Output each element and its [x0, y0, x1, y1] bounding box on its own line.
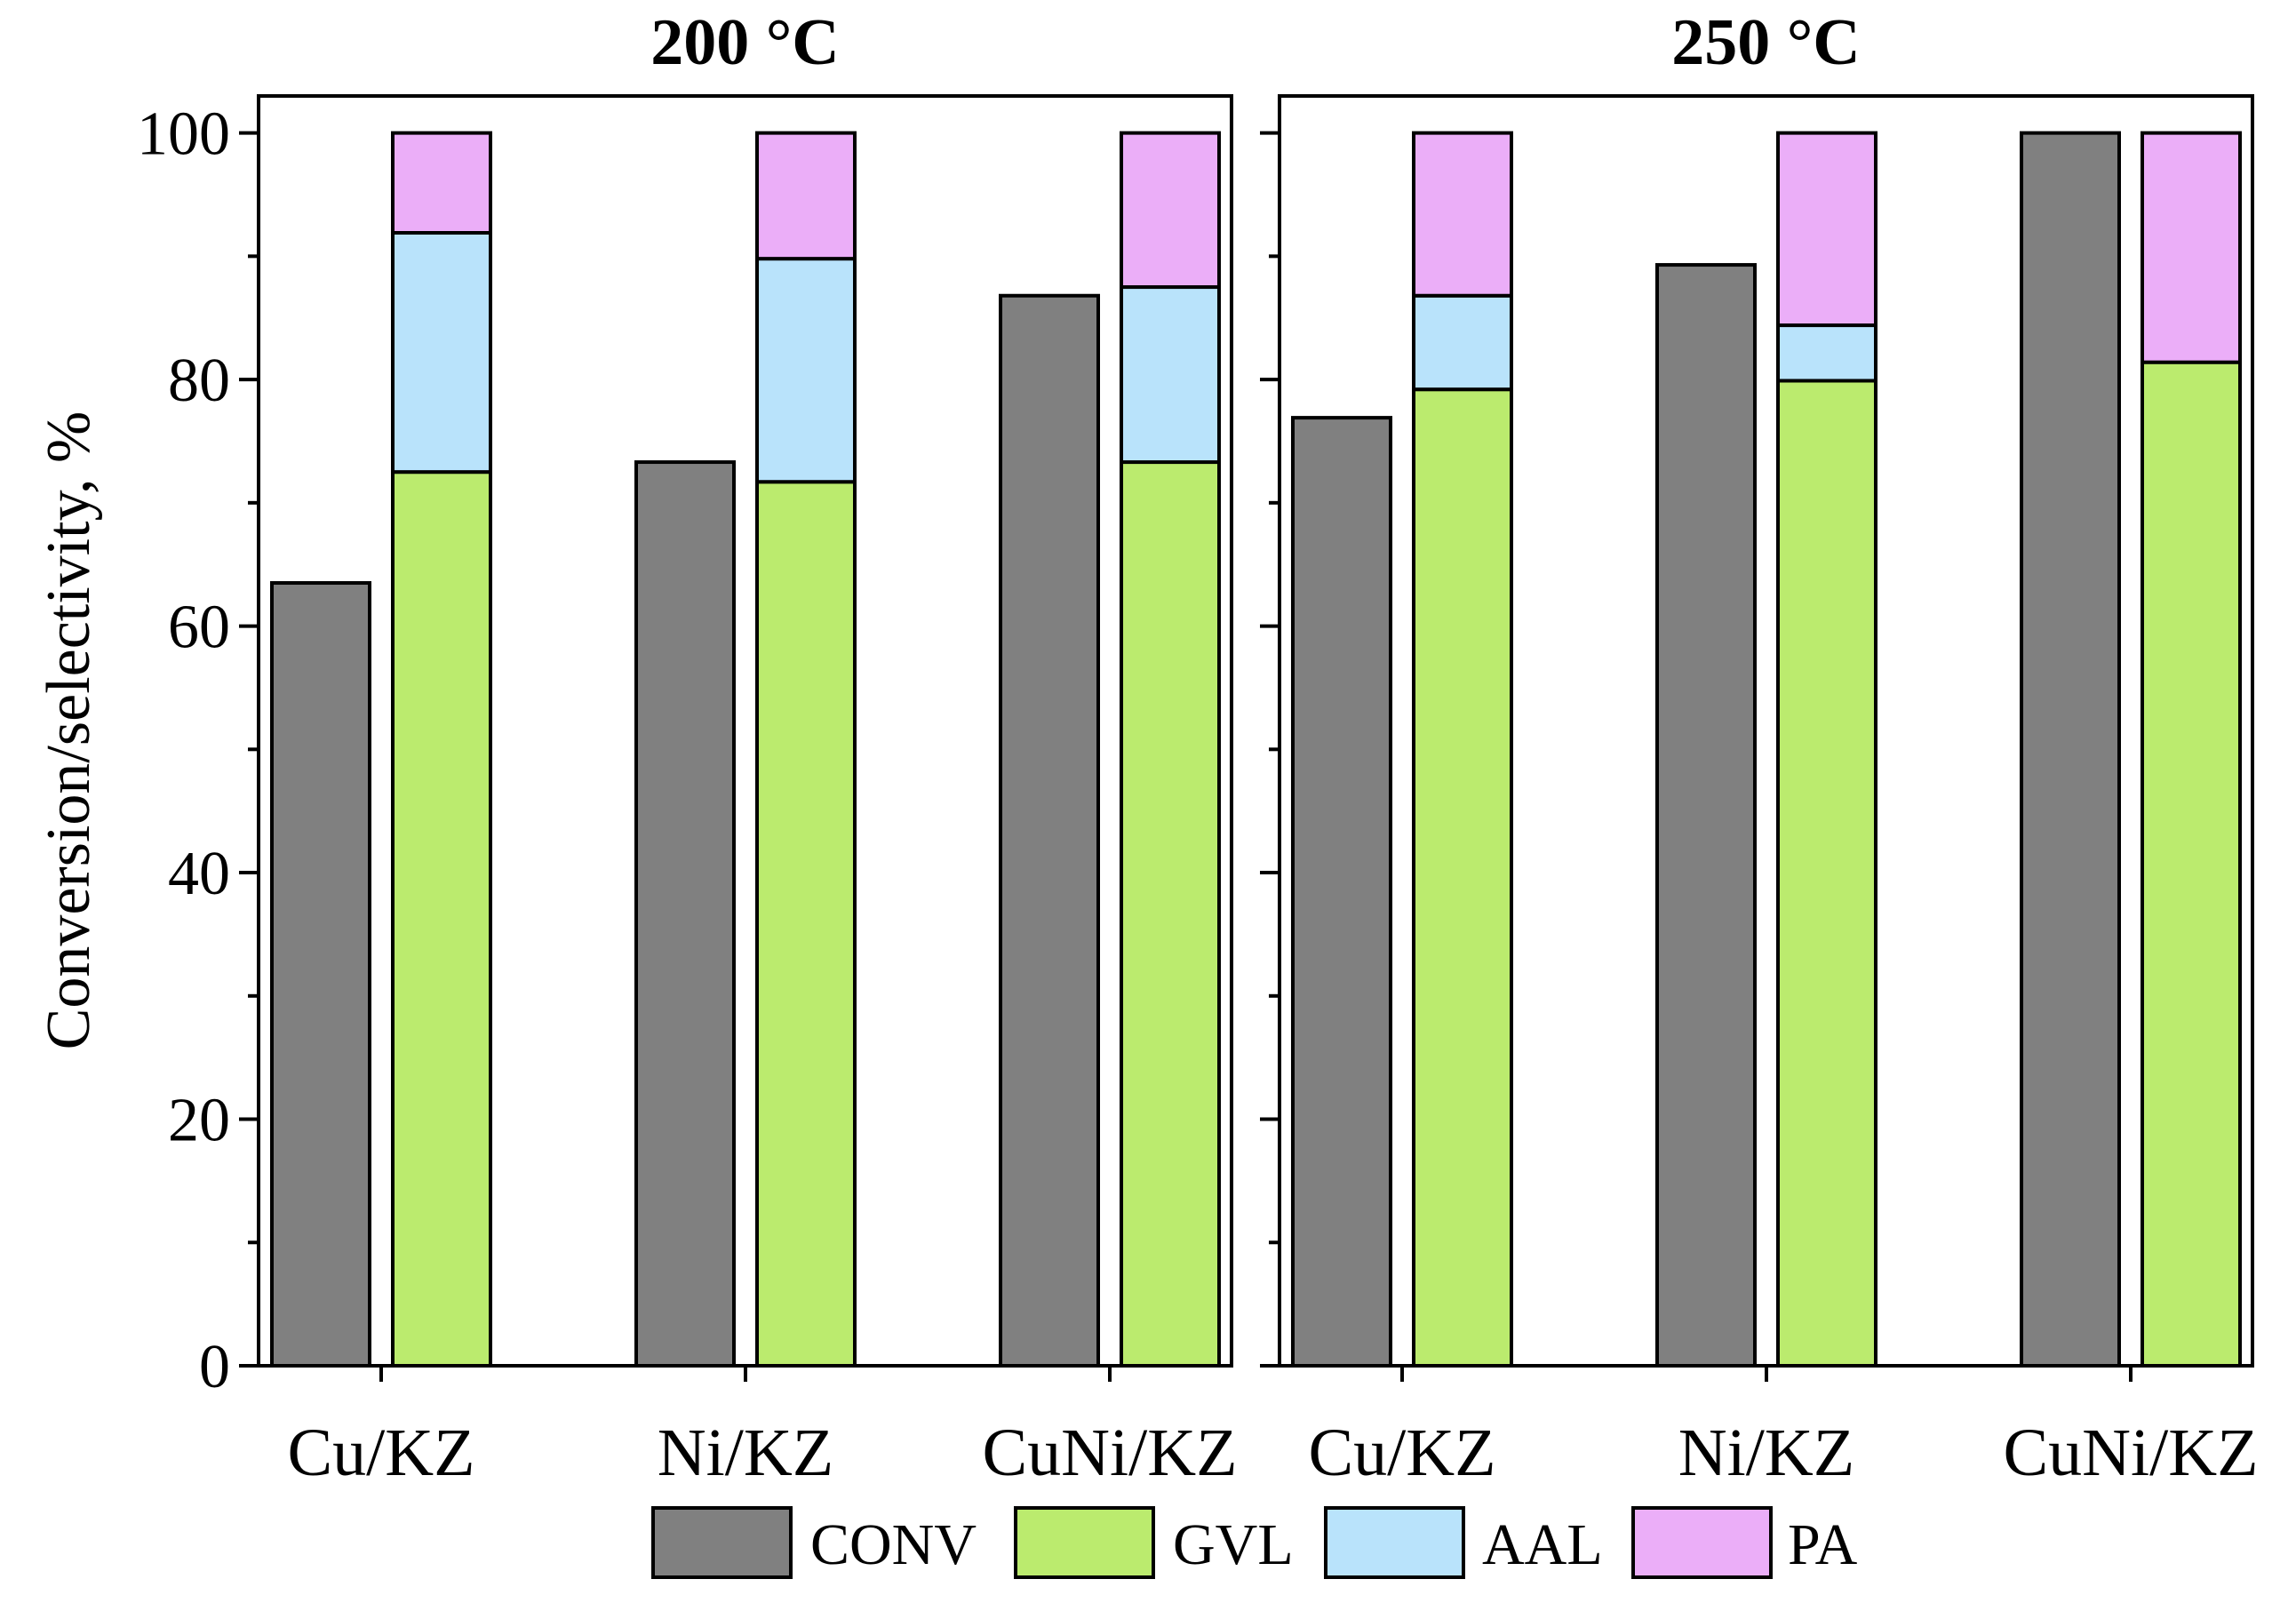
legend-swatch-conv: [651, 1506, 793, 1579]
y-tick-label-80: 80: [168, 347, 230, 415]
bar-conv-cuni-kz: [999, 293, 1100, 1368]
plot-frame-1: [257, 94, 1233, 1368]
bar-conv-ni-kz: [1655, 263, 1757, 1368]
bar-aal-ni-kz: [755, 257, 857, 484]
bar-pa-cu-kz: [391, 131, 492, 235]
bar-gvl-cuni-kz: [1120, 460, 1221, 1368]
bar-aal-cuni-kz: [1120, 285, 1221, 465]
bar-aal-cu-kz: [391, 230, 492, 475]
chart-panel-1: Cu/KZ Ni/KZ CuNi/KZ 0 20 40 60 80 100 200 °C: [137, 6, 1238, 1490]
bar-pa-cu-kz: [1412, 131, 1513, 298]
chart-panel-2: Cu/KZ Ni/KZ CuNi/KZ 250 °C: [1260, 6, 2259, 1490]
bar-gvl-cu-kz: [391, 470, 492, 1368]
plot-frame-2: [1278, 94, 2254, 1368]
legend-label-conv: CONV: [810, 1512, 977, 1577]
x-tick-label-ni-kz: Ni/KZ: [658, 1416, 833, 1490]
x-tick-label-cu-kz: Cu/KZ: [287, 1416, 474, 1490]
bar-conv-cu-kz: [1291, 416, 1392, 1368]
x-tick-label-cuni-kz: CuNi/KZ: [982, 1416, 1237, 1490]
bar-gvl-cu-kz: [1412, 387, 1513, 1368]
legend-label-pa: PA: [1788, 1512, 1858, 1577]
bar-gvl-cuni-kz: [2141, 360, 2242, 1368]
x-tick-label-cuni-kz: CuNi/KZ: [2003, 1416, 2258, 1490]
x-tick-label-ni-kz: Ni/KZ: [1678, 1416, 1854, 1490]
bar-pa-ni-kz: [1776, 131, 1877, 328]
panel-title-2: 250 °C: [1671, 6, 1861, 79]
bar-gvl-ni-kz: [1776, 379, 1877, 1368]
legend-label-aal: AAL: [1482, 1512, 1603, 1577]
legend-swatch-aal: [1324, 1506, 1465, 1579]
x-tick-label-cu-kz: Cu/KZ: [1308, 1416, 1495, 1490]
bar-conv-cu-kz: [270, 581, 371, 1368]
bar-aal-ni-kz: [1776, 323, 1877, 383]
bar-gvl-ni-kz: [755, 480, 857, 1368]
y-axis-label: Conversion/selectivity, %: [35, 411, 103, 1050]
y-tick-label-20: 20: [168, 1087, 230, 1155]
bar-conv-cuni-kz: [2020, 131, 2121, 1368]
bar-conv-ni-kz: [634, 460, 736, 1368]
legend: CONV GVL AAL PA: [651, 1506, 1858, 1579]
panel-title-1: 200 °C: [650, 6, 840, 79]
legend-swatch-pa: [1631, 1506, 1773, 1579]
legend-label-gvl: GVL: [1173, 1512, 1294, 1577]
y-tick-label-40: 40: [168, 840, 230, 908]
bar-pa-cuni-kz: [1120, 131, 1221, 290]
legend-swatch-gvl: [1014, 1506, 1155, 1579]
y-tick-label-0: 0: [199, 1333, 230, 1401]
bar-aal-cu-kz: [1412, 293, 1513, 392]
y-tick-label-100: 100: [137, 100, 230, 169]
bar-pa-cuni-kz: [2141, 131, 2242, 364]
y-tick-label-60: 60: [168, 594, 230, 662]
bar-pa-ni-kz: [755, 131, 857, 261]
